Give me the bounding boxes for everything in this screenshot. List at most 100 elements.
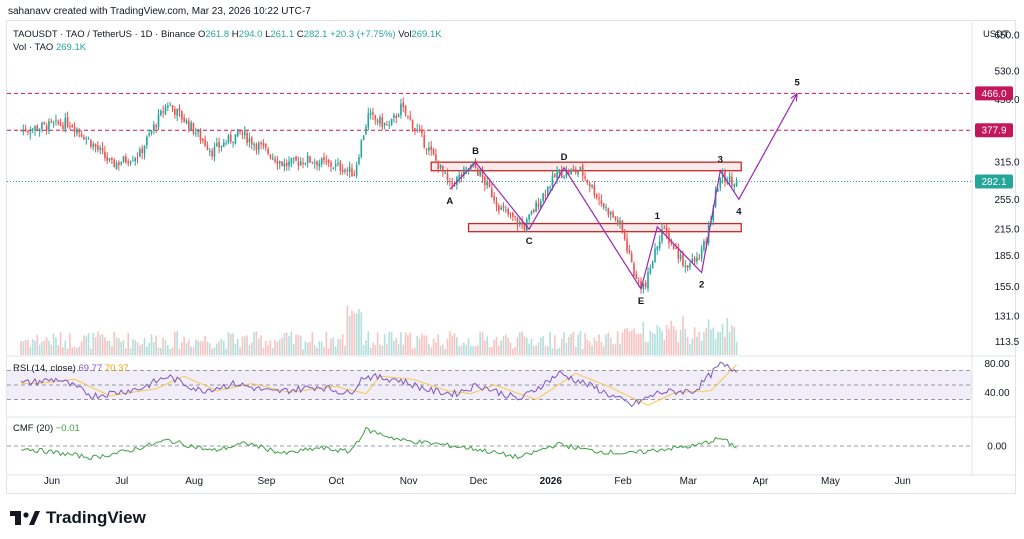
candle	[365, 126, 367, 135]
candle	[171, 104, 174, 109]
volume-bar	[407, 335, 409, 355]
candle	[481, 170, 484, 178]
candle	[36, 125, 39, 131]
volume-bar	[437, 334, 440, 355]
price-zone[interactable]	[467, 222, 742, 233]
x-tick-label: Feb	[614, 476, 632, 487]
candle	[267, 149, 269, 154]
candle	[460, 173, 463, 177]
candle	[92, 143, 95, 148]
x-tick-label: Apr	[753, 476, 769, 487]
volume-bar	[458, 346, 461, 355]
volume-bar	[691, 338, 694, 355]
tradingview-logo[interactable]: TradingView	[10, 508, 146, 528]
volume-bar	[614, 344, 617, 355]
volume-bar	[332, 337, 335, 355]
price-zone[interactable]	[430, 161, 742, 172]
candle	[647, 272, 649, 289]
candle	[369, 112, 372, 115]
volume-bar	[257, 338, 260, 355]
candle	[285, 162, 288, 166]
volume-bar	[453, 333, 456, 355]
x-tick-label: May	[821, 476, 840, 487]
cmf-line	[20, 426, 737, 461]
high-label: H	[231, 29, 239, 40]
volume-bar	[239, 347, 241, 355]
candle	[630, 253, 633, 263]
volume-bar	[325, 331, 328, 355]
candle	[358, 157, 360, 164]
volume-bar	[66, 348, 69, 355]
volume-bar	[502, 336, 505, 355]
volume-bar	[677, 342, 680, 355]
wave-path[interactable]	[449, 93, 798, 291]
x-tick-label: Mar	[680, 476, 698, 487]
volume-bar	[374, 344, 377, 355]
candle	[614, 216, 617, 220]
candle	[700, 248, 703, 259]
volume-bar	[241, 336, 244, 355]
volume-bar	[243, 336, 246, 355]
candle	[220, 146, 223, 148]
wave-label: D	[561, 152, 568, 163]
candle	[330, 162, 332, 167]
candle	[87, 138, 90, 140]
candle	[442, 165, 444, 172]
volume-bar	[397, 344, 400, 355]
candle	[299, 161, 302, 166]
volume-bar	[339, 339, 342, 355]
price-label-box	[975, 86, 1013, 101]
volume-bar	[36, 335, 39, 355]
candle	[127, 161, 130, 164]
candle	[579, 166, 582, 171]
volume-bar	[27, 340, 29, 355]
volume-bar	[295, 334, 297, 355]
rsi-pane: RSI (14, close) 69.77 70.37	[7, 361, 972, 408]
candle	[344, 169, 346, 172]
x-tick-label: Aug	[185, 476, 203, 487]
candle	[379, 117, 381, 125]
candle	[94, 144, 97, 147]
candle	[141, 148, 144, 154]
volume-bar	[567, 336, 570, 355]
volume-bar	[675, 329, 677, 355]
candle	[703, 241, 705, 250]
volume-bar	[630, 330, 633, 355]
y-tick-label: 113.5	[995, 337, 1020, 348]
volume-bar	[225, 348, 227, 355]
candle	[113, 159, 116, 168]
candle	[22, 129, 25, 132]
volume-bar	[122, 340, 125, 355]
volume-bar	[97, 331, 99, 355]
volume-bar	[479, 332, 481, 355]
candle	[125, 156, 127, 163]
candle	[99, 148, 102, 150]
candle	[48, 120, 50, 132]
candle	[691, 258, 694, 263]
candle	[539, 201, 542, 208]
candle	[269, 155, 272, 158]
x-tick-label: Sep	[258, 476, 276, 487]
chart-frame[interactable]	[6, 20, 1016, 494]
volume-bar	[52, 333, 55, 355]
volume-bar	[181, 342, 183, 355]
volume-bar	[626, 328, 628, 355]
candle	[318, 163, 321, 167]
candle	[537, 203, 540, 207]
y-tick-label: 215.0	[994, 225, 1019, 236]
volume-bar	[444, 348, 447, 355]
wave-label: B	[472, 146, 479, 157]
wave-label: C	[526, 236, 533, 247]
volume-bar	[78, 346, 81, 355]
tradingview-logo-text: TradingView	[46, 508, 146, 527]
volume-bar	[341, 334, 344, 355]
candle	[511, 212, 514, 217]
candle	[178, 107, 181, 112]
volume-bar	[283, 333, 286, 355]
volume-bar	[523, 336, 526, 355]
horizontal-levels	[7, 92, 972, 183]
volume-bar	[544, 346, 547, 355]
volume-bar	[616, 331, 619, 355]
candle	[637, 280, 640, 282]
